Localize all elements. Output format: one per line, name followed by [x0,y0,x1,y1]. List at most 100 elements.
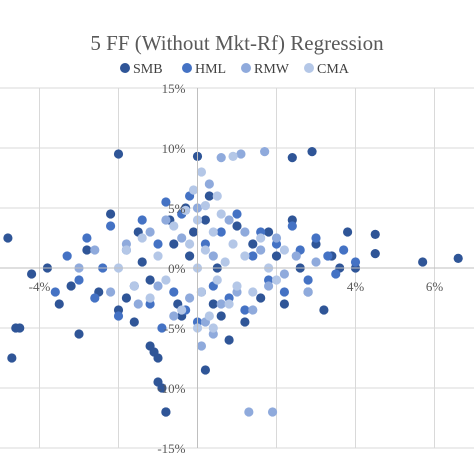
point-rmw [236,149,246,159]
point-smb [161,407,171,417]
x-tick-label: 4% [347,279,365,294]
point-cma [256,233,266,243]
y-tick-label: 0% [168,261,186,276]
legend-label: CMA [317,62,350,77]
point-smb [256,293,266,303]
point-rmw [311,257,321,267]
point-rmw [208,251,218,261]
tick-labels: 15% 10% 5% 0% -5% -10% -15% -4% 4% 6% [29,81,444,456]
point-cma [145,293,155,303]
point-cma [271,275,282,285]
legend-item-cma: CMA [304,62,350,77]
point-cma [279,245,289,255]
point-smb [224,335,234,345]
point-cma [196,167,207,177]
point-rmw [260,147,270,157]
point-smb [129,317,139,327]
legend-item-hml: HML [182,62,226,77]
point-cma [208,323,218,333]
point-hml [62,251,72,261]
series-rmw [74,147,321,417]
point-cma [188,185,199,195]
point-rmw [169,311,179,321]
point-cma [232,281,242,291]
legend-marker [182,63,192,73]
point-hml [331,269,341,279]
legend-item-rmw: RMW [241,62,290,77]
point-smb [240,317,250,327]
chart-legend: SMB HML RMW CMA [120,62,350,77]
point-rmw [106,287,116,297]
point-cma [196,287,207,297]
point-cma [248,287,258,297]
y-tick-label: -10% [157,381,185,396]
point-smb [200,215,210,225]
legend-item-smb: SMB [120,62,163,77]
point-hml [303,275,313,285]
point-smb [82,245,92,255]
chart-title: 5 FF (Without Mkt-Rf) Regression [90,31,384,55]
point-hml [161,197,171,207]
point-cma [204,311,214,321]
point-cma [161,275,171,285]
point-rmw [264,281,274,291]
point-smb [307,147,317,157]
point-hml [323,251,333,261]
point-cma [228,151,238,161]
y-tick-label: 5% [168,201,186,216]
point-cma [200,245,210,255]
point-cma [208,227,218,237]
point-cma [181,205,191,215]
point-smb [169,239,179,249]
point-cma [121,245,131,255]
point-rmw [204,179,214,189]
point-smb [15,323,25,333]
point-smb [185,251,195,261]
point-rmw [244,407,254,417]
point-smb [370,249,380,259]
point-smb [370,229,380,239]
point-smb [157,383,167,393]
point-smb [248,239,258,249]
y-tick-label: 15% [162,81,186,96]
x-tick-label: -4% [29,279,51,294]
point-hml [169,287,179,297]
point-smb [343,227,353,237]
legend-label: RMW [254,62,290,77]
point-rmw [271,233,282,243]
legend-marker [304,63,314,73]
point-smb [66,281,76,291]
point-smb [74,329,84,339]
point-cma [169,221,179,231]
point-smb [208,299,218,309]
point-smb [418,257,428,267]
point-rmw [224,215,234,225]
point-smb [188,227,199,237]
point-rmw [303,287,313,297]
point-hml [137,215,147,225]
point-hml [74,275,84,285]
legend-marker [241,63,251,73]
point-smb [113,149,124,159]
point-hml [106,221,116,231]
point-hml [240,305,250,315]
y-tick-label: 10% [162,141,186,156]
y-tick-label: -5% [164,321,186,336]
point-cma [177,305,187,315]
point-smb [453,253,463,263]
point-cma [216,209,226,219]
point-rmw [133,299,143,309]
point-hml [157,323,167,333]
point-rmw [185,293,195,303]
point-hml [82,233,92,243]
data-points [3,147,463,417]
point-cma [200,201,210,211]
point-smb [3,233,13,243]
point-smb [287,153,297,163]
point-rmw [216,299,226,309]
point-rmw [177,233,187,243]
axes [0,88,474,448]
point-hml [311,233,321,243]
